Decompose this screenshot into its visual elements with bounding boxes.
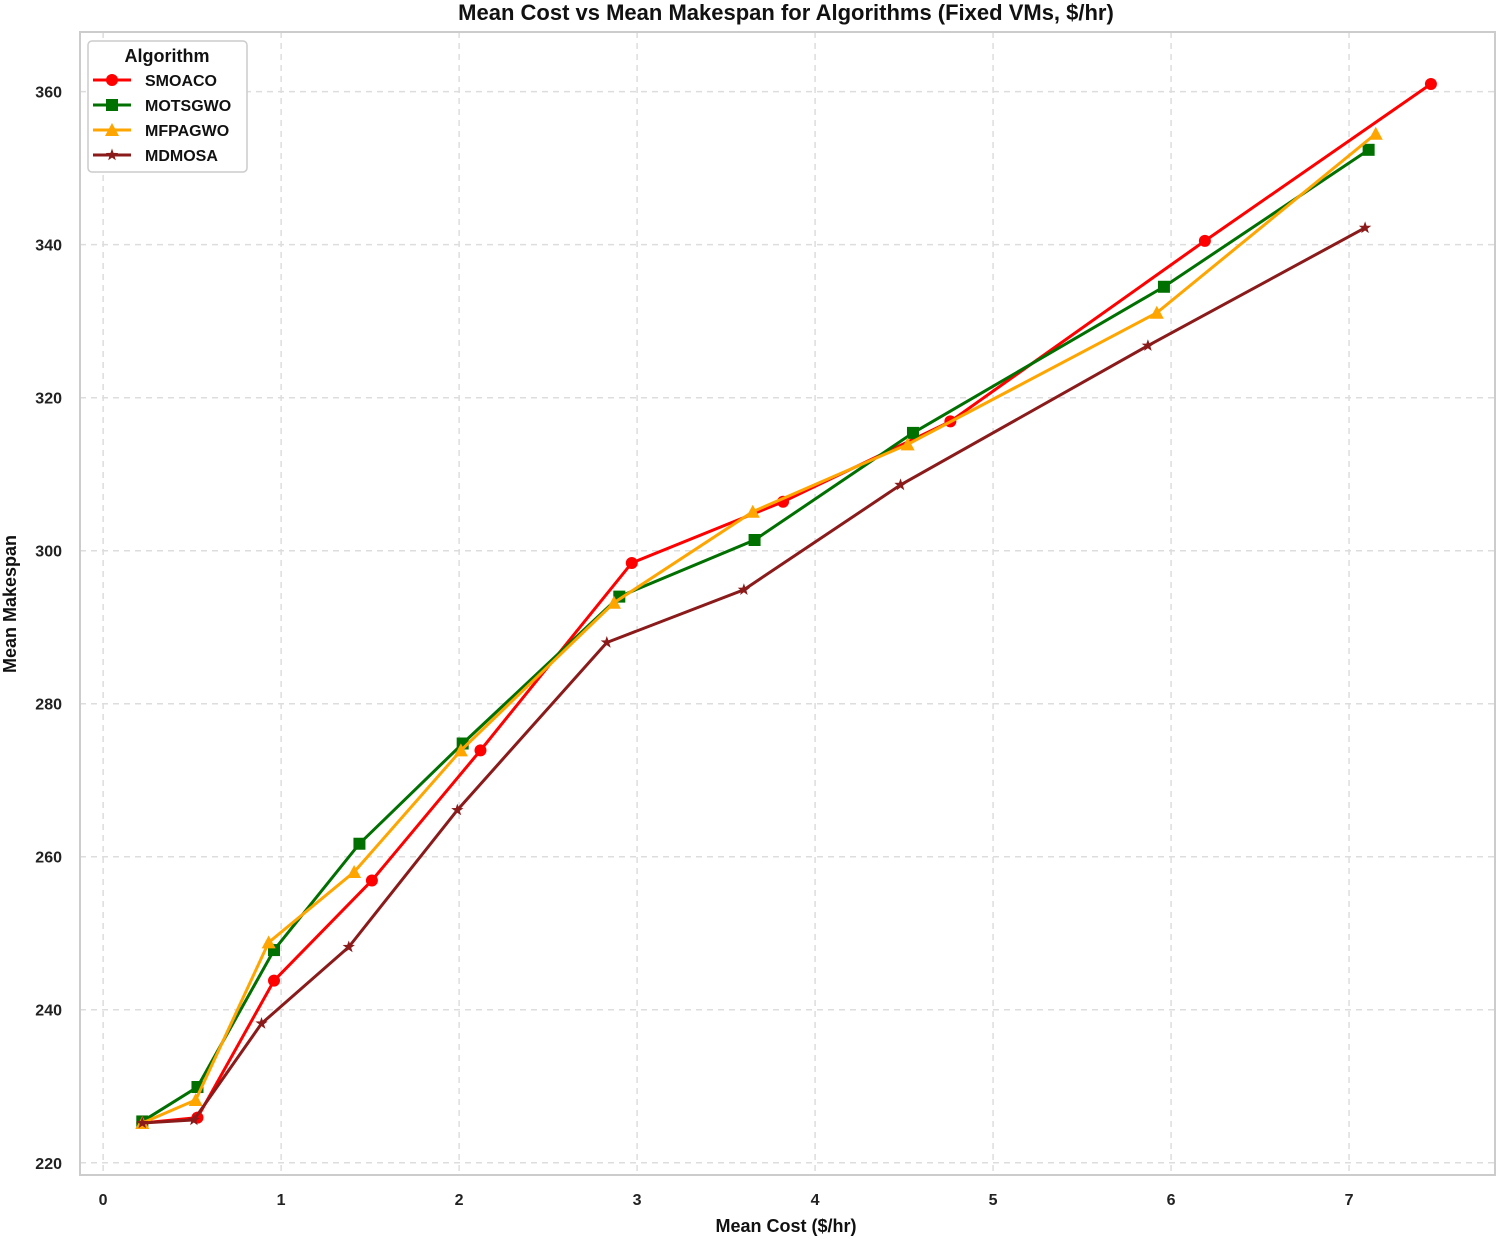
data-point [474, 744, 487, 757]
data-point [255, 1017, 268, 1029]
data-point [347, 865, 362, 879]
y-tick-label: 220 [35, 1156, 62, 1173]
series-line [142, 82, 1432, 1125]
data-point [1149, 305, 1164, 319]
x-tick-label: 6 [1167, 1192, 1176, 1209]
data-point [365, 874, 378, 887]
data-point [894, 478, 907, 491]
legend-marker [106, 99, 118, 111]
data-point [453, 743, 468, 757]
y-axis-label: Mean Makespan [0, 535, 20, 673]
legend-item: MOTSGWO [93, 98, 231, 115]
data-point [737, 583, 751, 595]
legend-item: MDMOSA [93, 148, 218, 165]
legend-item: SMOACO [93, 73, 217, 90]
data-point [1362, 143, 1375, 156]
legend-title: Algorithm [125, 46, 210, 66]
data-point [188, 1093, 203, 1107]
y-tick-label: 280 [35, 697, 62, 714]
y-tick-label: 360 [35, 85, 62, 102]
x-tick-label: 5 [989, 1192, 998, 1209]
series-mdmosa [136, 221, 1372, 1129]
data-point [1358, 221, 1372, 234]
x-tick-label: 1 [277, 1192, 286, 1209]
data-point [1424, 78, 1437, 91]
legend-label: MDMOSA [145, 148, 218, 165]
data-point [187, 1113, 201, 1126]
series [135, 78, 1437, 1129]
legend-label: MOTSGWO [145, 98, 231, 115]
data-point [261, 935, 276, 949]
legend-item: MFPAGWO [93, 123, 229, 140]
plot-frame [79, 31, 1496, 1176]
y-tick-label: 300 [35, 544, 62, 561]
grid [80, 32, 1495, 1175]
chart-title: Mean Cost vs Mean Makespan for Algorithm… [458, 0, 1114, 25]
legend-label: MFPAGWO [145, 123, 229, 140]
data-point [1141, 339, 1155, 351]
data-point [600, 636, 613, 648]
data-point [1198, 234, 1211, 247]
x-tick-label: 2 [455, 1192, 464, 1209]
data-point [745, 504, 760, 518]
legend-marker [105, 148, 119, 161]
x-tick-label: 0 [99, 1192, 108, 1209]
y-tick-label: 260 [35, 850, 62, 867]
y-tick-label: 320 [35, 391, 62, 408]
y-tick-label: 240 [35, 1003, 62, 1020]
y-tick-label: 340 [35, 238, 62, 255]
data-point [1157, 280, 1170, 293]
x-tick-label: 3 [633, 1192, 642, 1209]
x-tick-label: 4 [811, 1192, 820, 1209]
data-point [1368, 126, 1383, 140]
series-line [141, 132, 1377, 1125]
data-point [136, 1116, 149, 1129]
data-point [906, 426, 919, 439]
series-line [142, 226, 1366, 1125]
data-point [625, 556, 638, 569]
x-tick-label: 7 [1345, 1192, 1354, 1209]
data-point [342, 940, 355, 953]
legend-marker [105, 123, 119, 136]
series-motsgwo [136, 143, 1375, 1128]
x-axis-label: Mean Cost ($/hr) [715, 1216, 856, 1236]
data-point [268, 974, 281, 987]
data-point [606, 595, 621, 609]
data-point [748, 534, 761, 546]
ticks: 0 1 2 3 4 5 6 7 220 240 260 280 300 320 340 360 [35, 85, 1353, 1209]
data-point [451, 803, 464, 816]
legend: Algorithm SMOACO MOTSGWO MFPAGWO MDMOSA [87, 40, 248, 173]
series-line [141, 148, 1370, 1123]
data-point [900, 437, 915, 451]
legend-box [87, 40, 248, 173]
legend-marker [106, 74, 118, 86]
legend-label: SMOACO [145, 73, 217, 90]
data-point [353, 837, 366, 850]
series-mfpagwo [135, 126, 1383, 1129]
